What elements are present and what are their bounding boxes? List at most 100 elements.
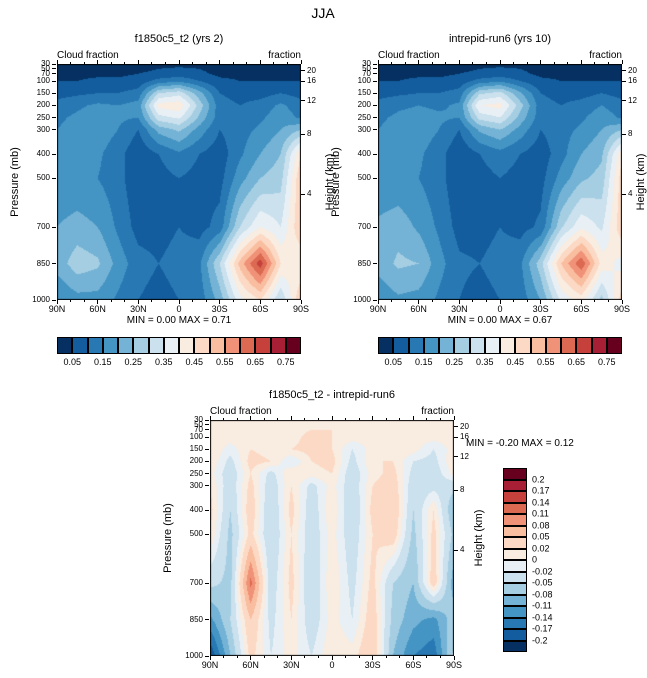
pressure-tick: [373, 299, 377, 301]
colorbar-tick-label: 0.45: [506, 357, 525, 367]
panel-a-minmax: MIN = 0.00 MAX = 0.71: [126, 315, 232, 326]
pressure-tick: [205, 655, 209, 657]
lat-tick: [499, 300, 501, 304]
lat-minor-tick: [236, 418, 238, 420]
lat-minor-tick: [232, 300, 234, 302]
height-tick-label: 12: [460, 451, 469, 461]
height-tick: [622, 80, 626, 82]
lat-tick: [209, 656, 211, 660]
colorbar-box: [503, 594, 527, 606]
colorbar-box: [503, 629, 527, 641]
colorbar-box: [500, 337, 516, 354]
lat-tick: [250, 416, 252, 420]
lat-tick: [418, 60, 420, 64]
lat-minor-tick: [246, 300, 248, 302]
colorbar-box: [163, 337, 179, 354]
height-tick-label: 8: [307, 129, 312, 139]
lat-minor-tick: [472, 300, 474, 302]
lat-minor-tick: [110, 300, 112, 302]
panel-b-colorbar: 0.05 0.15 0.25 0.35 0.45 0.55 0.65 0.75: [378, 337, 622, 367]
height-tick-label: 4: [307, 189, 312, 199]
lat-minor-tick: [399, 656, 401, 658]
pressure-tick-label: 200: [36, 100, 50, 110]
colorbar-tick-label: 0.45: [185, 357, 204, 367]
lat-tick-label: 60N: [242, 660, 259, 670]
panel-b-height-axis-label: Height (km): [635, 153, 647, 211]
panel-b-pressure-axis-label: Pressure (mb): [330, 147, 342, 217]
pressure-tick-label: 300: [189, 480, 203, 490]
height-tick: [301, 100, 305, 102]
height-tick-label: 20: [307, 65, 316, 75]
height-tick-label: 12: [307, 95, 316, 105]
height-tick-label: 16: [628, 76, 637, 86]
panel-a-axes: 30 50 70 100 150 200 250 300 400 500 700 850 1000 20 1…: [32, 60, 316, 314]
colorbar-box: [469, 337, 485, 354]
lat-tick: [97, 60, 99, 64]
lat-tick: [412, 416, 414, 420]
pressure-tick: [373, 92, 377, 94]
pressure-tick: [205, 533, 209, 535]
pressure-tick: [373, 80, 377, 82]
lat-minor-tick: [164, 300, 166, 302]
pressure-tick-label: 500: [357, 173, 371, 183]
lat-minor-tick: [151, 62, 153, 64]
lat-tick: [259, 300, 261, 304]
pressure-tick-label: 200: [189, 456, 203, 466]
pressure-tick: [52, 104, 56, 106]
lat-minor-tick: [263, 656, 265, 658]
lat-minor-tick: [223, 418, 225, 420]
colorbar-box: [576, 337, 592, 354]
pressure-tick-label: 30: [194, 415, 203, 424]
lat-minor-tick: [404, 62, 406, 64]
colorbar-box: [393, 337, 409, 354]
lat-minor-tick: [439, 656, 441, 658]
height-tick: [454, 549, 458, 551]
lat-tick: [621, 60, 623, 64]
lat-minor-tick: [513, 300, 515, 302]
lat-minor-tick: [385, 418, 387, 420]
lat-tick: [290, 416, 292, 420]
colorbar-box: [503, 491, 527, 503]
height-tick-label: 4: [460, 545, 465, 555]
lat-tick: [331, 656, 333, 660]
colorbar-tick-label: 0.75: [597, 357, 616, 367]
height-tick-label: 8: [460, 485, 465, 495]
pressure-tick: [205, 460, 209, 462]
lat-tick: [499, 60, 501, 64]
colorbar-box: [87, 337, 103, 354]
height-tick: [622, 100, 626, 102]
colorbar-box: [503, 468, 527, 480]
lat-tick-label: 90S: [292, 304, 310, 314]
lat-minor-tick: [553, 62, 555, 64]
lat-tick-label: 60S: [252, 304, 269, 314]
height-tick: [454, 489, 458, 491]
lat-minor-tick: [277, 656, 279, 658]
lat-tick: [137, 60, 139, 64]
pressure-tick-label: 300: [36, 124, 50, 134]
pressure-tick: [205, 485, 209, 487]
colorbar-box: [561, 337, 577, 354]
colorbar-tick-label: -0.17: [532, 623, 553, 634]
lat-minor-tick: [404, 300, 406, 302]
lat-minor-tick: [358, 656, 360, 658]
lat-tick-label: 60S: [573, 304, 590, 314]
height-tick: [622, 133, 626, 135]
pressure-tick-label: 250: [36, 112, 50, 122]
pressure-tick-label: 1000: [32, 295, 50, 304]
colorbar-box: [503, 537, 527, 549]
lat-minor-tick: [431, 62, 433, 64]
pressure-tick: [373, 153, 377, 155]
lat-minor-tick: [345, 418, 347, 420]
lat-minor-tick: [445, 300, 447, 302]
lat-tick-label: 30S: [532, 304, 549, 314]
height-tick-label: 12: [628, 95, 637, 105]
colorbar-tick-label: 0: [532, 554, 538, 565]
pressure-tick: [52, 153, 56, 155]
lat-tick-label: 90S: [613, 304, 631, 314]
lat-minor-tick: [83, 300, 85, 302]
colorbar-tick-label: -0.2: [532, 635, 548, 645]
lat-minor-tick: [439, 418, 441, 420]
pressure-tick: [52, 63, 56, 65]
pressure-tick: [52, 299, 56, 301]
